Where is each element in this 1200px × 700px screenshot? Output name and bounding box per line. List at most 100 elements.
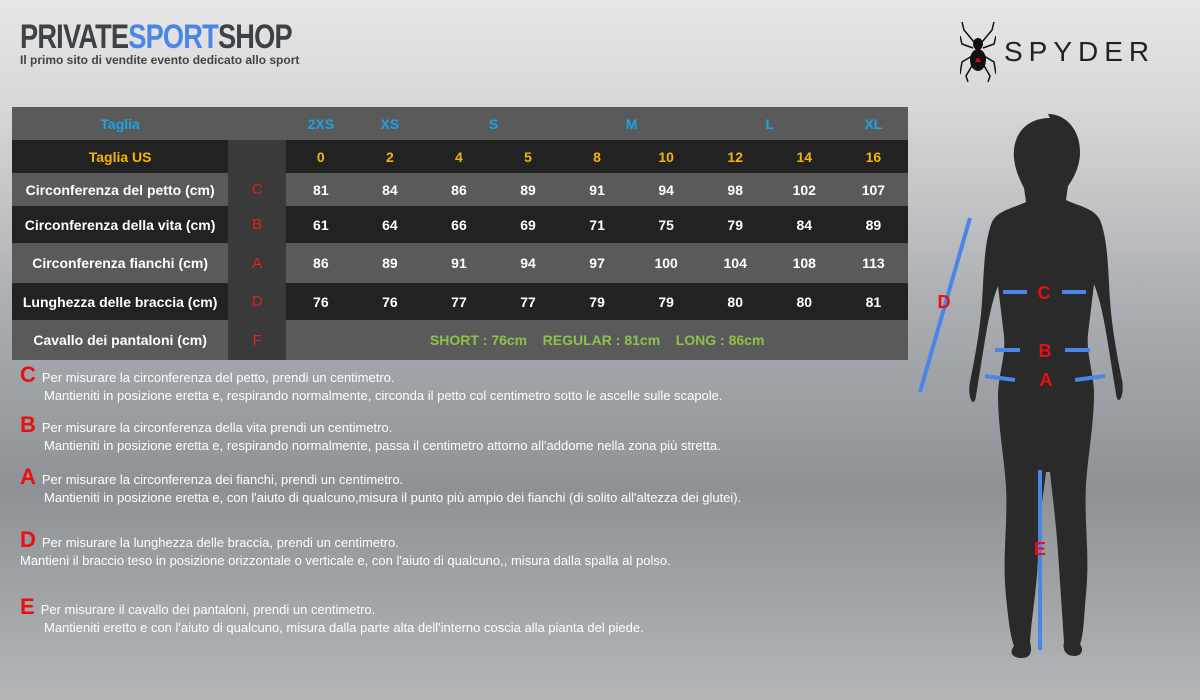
measurement-row: Lunghezza delle braccia (cm) D 76 76 77 77 79 7…: [12, 283, 908, 320]
note-b: B Per misurare la circonferenza della vit…: [20, 412, 721, 453]
size-cell: M: [562, 107, 701, 140]
value-cell: 81: [838, 283, 908, 320]
inseam-label: Cavallo dei pantaloni (cm): [12, 320, 229, 360]
value-cell: 77: [424, 283, 494, 320]
note-letter: C: [20, 362, 36, 387]
note-line1: Per misurare il cavallo dei pantaloni, p…: [40, 602, 376, 617]
silhouette: [969, 114, 1123, 658]
brand-part1: PRIVATE: [20, 18, 129, 56]
value-cell: 94: [631, 173, 701, 206]
value-cell: 98: [700, 173, 770, 206]
us-cell: 10: [631, 140, 701, 173]
us-cell: 8: [562, 140, 632, 173]
note-c: C Per misurare la circonferenza del petto…: [20, 362, 723, 403]
value-cell: 80: [769, 283, 839, 320]
note-e: E Per misurare il cavallo dei pantaloni, …: [20, 594, 644, 635]
value-cell: 75: [631, 206, 701, 243]
note-letter: D: [20, 527, 36, 552]
us-cell: 0: [286, 140, 356, 173]
value-cell: 69: [493, 206, 563, 243]
note-letter: A: [20, 464, 36, 489]
note-line1: Per misurare la circonferenza del petto,…: [41, 370, 395, 385]
us-cell: 4: [424, 140, 494, 173]
inseam-letter: F: [228, 320, 287, 360]
spyder-logo: SPYDER: [960, 22, 1155, 82]
spider-icon: [960, 22, 996, 82]
row-label: Circonferenza del petto (cm): [12, 173, 229, 206]
note-line2: Mantieniti in posizione eretta e, respir…: [44, 438, 721, 453]
value-cell: 91: [562, 173, 632, 206]
note-line1: Per misurare la circonferenza della vita…: [41, 420, 393, 435]
value-cell: 113: [838, 243, 908, 283]
size-cell: L: [700, 107, 839, 140]
value-cell: 89: [355, 243, 425, 283]
note-letter: E: [20, 594, 35, 619]
value-cell: 107: [838, 173, 908, 206]
size-cell: XL: [838, 107, 908, 140]
value-cell: 76: [355, 283, 425, 320]
value-cell: 77: [493, 283, 563, 320]
row-label: Lunghezza delle braccia (cm): [12, 283, 229, 320]
spyder-wordmark: SPYDER: [1004, 36, 1156, 67]
brand-part3: SHOP: [217, 18, 293, 56]
value-cell: 89: [493, 173, 563, 206]
note-a: A Per misurare la circonferenza dei fianc…: [20, 464, 741, 505]
row-letter: C: [228, 173, 287, 206]
value-cell: 89: [838, 206, 908, 243]
note-line2: Mantieniti in posizione eretta e, con l'…: [44, 490, 742, 505]
note-line1: Per misurare la circonferenza dei fianch…: [41, 472, 404, 487]
value-cell: 102: [769, 173, 839, 206]
inseam-row: Cavallo dei pantaloni (cm) F SHORT : 76c…: [12, 320, 908, 360]
note-d: D Per misurare la lunghezza delle braccia…: [20, 527, 671, 568]
us-cell: 16: [838, 140, 908, 173]
brand-tagline: Il primo sito di vendite evento dedicato…: [20, 53, 300, 67]
value-cell: 80: [700, 283, 770, 320]
value-cell: 66: [424, 206, 494, 243]
value-cell: 97: [562, 243, 632, 283]
measurement-row: Circonferenza della vita (cm) B 61 64 66 69 71…: [12, 206, 908, 243]
size-row-label: Taglia: [12, 107, 229, 140]
value-cell: 79: [631, 283, 701, 320]
inseam-values: SHORT : 76cm REGULAR : 81cm LONG : 86cm: [286, 320, 908, 360]
row-label: Circonferenza fianchi (cm): [12, 243, 229, 283]
row-label: Circonferenza della vita (cm): [12, 206, 229, 243]
note-line2: Mantieni il braccio teso in posizione or…: [20, 553, 671, 568]
note-line2: Mantieniti eretto e con l'aiuto di qualc…: [44, 620, 644, 635]
value-cell: 84: [769, 206, 839, 243]
note-letter: B: [20, 412, 36, 437]
us-cell: 14: [769, 140, 839, 173]
figure-label-e: E: [1034, 539, 1046, 559]
row-letter: D: [228, 283, 287, 320]
figure-label-b: B: [1039, 341, 1052, 361]
note-line1: Per misurare la lunghezza delle braccia,…: [41, 535, 399, 550]
us-cell: 2: [355, 140, 425, 173]
value-cell: 86: [286, 243, 356, 283]
row-letter: B: [228, 206, 287, 243]
measurement-row: Circonferenza fianchi (cm) A 86 89 91 94 97 100…: [12, 243, 908, 283]
us-cell: 5: [493, 140, 563, 173]
figure-label-d: D: [938, 292, 951, 312]
value-cell: 64: [355, 206, 425, 243]
note-line2: Mantieniti in posizione eretta e, respir…: [44, 388, 723, 403]
value-cell: 104: [700, 243, 770, 283]
value-cell: 100: [631, 243, 701, 283]
us-size-row: Taglia US 0 2 4 5 8 10 12 14 16: [12, 140, 908, 173]
figure-label-c: C: [1038, 283, 1051, 303]
value-cell: 76: [286, 283, 356, 320]
us-cell: 12: [700, 140, 770, 173]
size-row: Taglia 2XS XS S M L XL: [12, 107, 908, 140]
value-cell: 61: [286, 206, 356, 243]
us-row-label: Taglia US: [12, 140, 229, 173]
value-cell: 108: [769, 243, 839, 283]
value-cell: 71: [562, 206, 632, 243]
brand-logo: PRIVATESPORTSHOP: [20, 18, 293, 57]
value-cell: 81: [286, 173, 356, 206]
body-figure: C B A D E: [918, 114, 1123, 658]
size-cell: 2XS: [286, 107, 356, 140]
value-cell: 86: [424, 173, 494, 206]
size-cell: XS: [355, 107, 425, 140]
value-cell: 91: [424, 243, 494, 283]
value-cell: 94: [493, 243, 563, 283]
value-cell: 79: [562, 283, 632, 320]
size-cell: S: [424, 107, 563, 140]
